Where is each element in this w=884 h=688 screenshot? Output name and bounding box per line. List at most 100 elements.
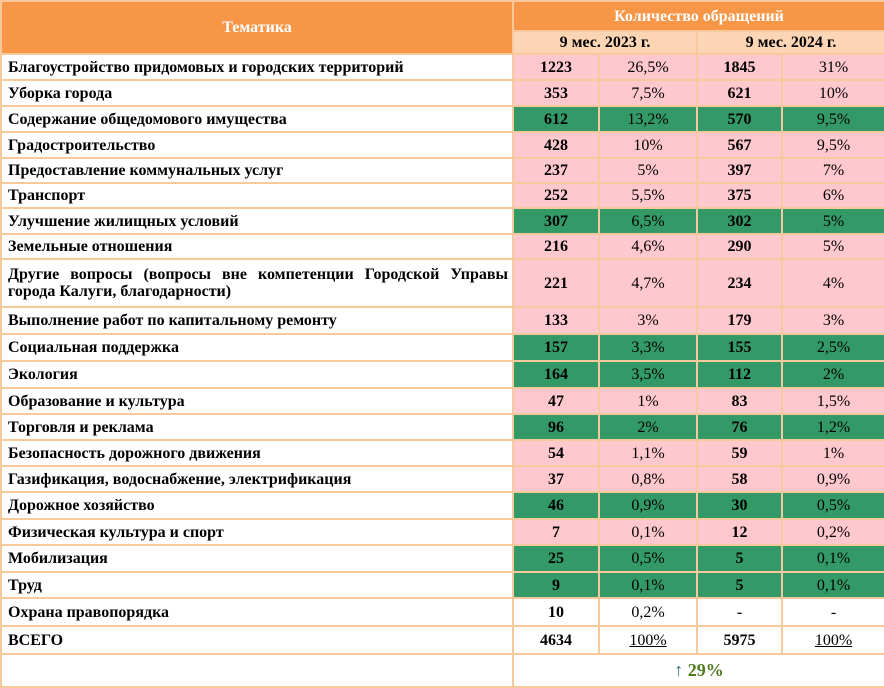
count-2024: 58 — [696, 465, 783, 493]
table-row: Транспорт 252 5,5% 375 6% — [0, 182, 884, 209]
total-2024: 5975 — [696, 625, 783, 655]
count-2023: 25 — [512, 544, 600, 573]
topic-cell: Дорожное хозяйство — [0, 491, 514, 520]
percent-2024: 7% — [780, 157, 884, 184]
table-row: Труд 9 0,1% 5 0,1% — [0, 571, 884, 599]
percent-2023: 1% — [598, 387, 698, 415]
percent-2023: 1,1% — [598, 439, 698, 467]
percent-2024: 10% — [780, 79, 884, 107]
count-2024: 5 — [696, 544, 783, 573]
table-row: Другие вопросы (вопросы вне компетенции … — [0, 258, 884, 308]
percent-2024: 3% — [780, 306, 884, 335]
count-2023: 9 — [512, 571, 600, 599]
percent-2024: 4% — [780, 258, 884, 308]
count-2023: 47 — [512, 387, 600, 415]
topic-cell: Транспорт — [0, 182, 514, 209]
count-2023: 237 — [512, 157, 600, 184]
count-2023: 428 — [512, 131, 600, 159]
header-period-2023: 9 мес. 2023 г. — [512, 30, 698, 55]
percent-2023: 3,5% — [598, 360, 698, 389]
percent-2023: 0,8% — [598, 465, 698, 493]
topic-cell: Образование и культура — [0, 387, 514, 415]
percent-2024: 5% — [780, 207, 884, 235]
topic-cell: Другие вопросы (вопросы вне компетенции … — [0, 258, 514, 308]
percent-2024: 1,5% — [780, 387, 884, 415]
percent-2024: 0,9% — [780, 465, 884, 493]
percent-2023: 13,2% — [598, 105, 698, 133]
percent-2024: 5% — [780, 233, 884, 260]
topic-cell: Градостроительство — [0, 131, 514, 159]
percent-2024: 2% — [780, 360, 884, 389]
count-2024: 59 — [696, 439, 783, 467]
count-2024: 621 — [696, 79, 783, 107]
count-2024: 375 — [696, 182, 783, 209]
percent-2023: 0,2% — [598, 597, 698, 627]
percent-2023: 7,5% — [598, 79, 698, 107]
table-row: Выполнение работ по капитальному ремонту… — [0, 306, 884, 335]
header-count: Количество обращений — [511, 0, 884, 32]
percent-2024: 0,5% — [780, 491, 884, 520]
count-2023: 54 — [512, 439, 600, 467]
count-2024: 83 — [696, 387, 783, 415]
table-row: Безопасность дорожного движения 54 1,1% 59 1… — [0, 439, 884, 467]
total-pct-2024: 100% — [814, 631, 853, 649]
table-row: Содержание общедомового имущества 612 13,2… — [0, 105, 884, 133]
arrow-up-icon: ↑ — [674, 660, 684, 680]
percent-2023: 10% — [598, 131, 698, 159]
count-2023: 1223 — [512, 53, 600, 81]
count-2023: 216 — [512, 233, 600, 260]
count-2023: 252 — [512, 182, 600, 209]
percent-2023: 0,1% — [598, 571, 698, 599]
count-2024: 30 — [696, 491, 783, 520]
count-2023: 353 — [512, 79, 600, 107]
table-row: Градостроительство 428 10% 567 9,5% — [0, 131, 884, 159]
topic-cell: Экология — [0, 360, 514, 389]
table-row: Газификация, водоснабжение, электрификац… — [0, 465, 884, 493]
percent-2023: 0,1% — [598, 518, 698, 546]
total-pct-2023: 100% — [629, 631, 667, 649]
total-label: ВСЕГО — [0, 625, 514, 655]
topic-cell: Земельные отношения — [0, 233, 514, 260]
table-row: Благоустройство придомовых и городских т… — [0, 53, 884, 81]
count-2023: 10 — [512, 597, 600, 627]
percent-2023: 5% — [598, 157, 698, 184]
percent-2024: 31% — [780, 53, 884, 81]
topic-cell: Благоустройство придомовых и городских т… — [0, 53, 514, 81]
percent-2024: 0,1% — [780, 571, 884, 599]
topic-cell: Охрана правопорядка — [0, 597, 514, 627]
count-2024: 567 — [696, 131, 783, 159]
table-row: Охрана правопорядка 10 0,2% - - — [0, 597, 884, 627]
growth-cell: ↑ 29% — [511, 653, 884, 688]
percent-2023: 26,5% — [598, 53, 698, 81]
table-row: Мобилизация 25 0,5% 5 0,1% — [0, 544, 884, 573]
topic-cell: Мобилизация — [0, 544, 514, 573]
count-2024: 1845 — [696, 53, 783, 81]
topic-cell: Социальная поддержка — [0, 333, 514, 362]
growth-value: 29% — [687, 660, 724, 680]
header-topic: Тематика — [0, 0, 514, 55]
total-2023: 4634 — [512, 625, 600, 655]
count-2024: 112 — [696, 360, 783, 389]
count-2023: 164 — [512, 360, 600, 389]
count-2023: 307 — [512, 207, 600, 235]
count-2024: 302 — [696, 207, 783, 235]
percent-2024: 1% — [780, 439, 884, 467]
table-row: Физическая культура и спорт 7 0,1% 12 0,2% — [0, 518, 884, 546]
percent-2023: 2% — [598, 413, 698, 441]
count-2024: 12 — [696, 518, 783, 546]
table-row: Земельные отношения 216 4,6% 290 5% — [0, 233, 884, 260]
table-row: Экология 164 3,5% 112 2% — [0, 360, 884, 389]
percent-2024: 1,2% — [780, 413, 884, 441]
percent-2024: 6% — [780, 182, 884, 209]
percent-2024: 2,5% — [780, 333, 884, 362]
count-2023: 37 — [512, 465, 600, 493]
count-2024: - — [696, 597, 783, 627]
percent-2023: 4,6% — [598, 233, 698, 260]
topic-cell: Содержание общедомового имущества — [0, 105, 514, 133]
percent-2024: 0,2% — [780, 518, 884, 546]
growth-row: ↑ 29% — [0, 653, 884, 688]
count-2024: 234 — [696, 258, 783, 308]
topic-cell: Труд — [0, 571, 514, 599]
table-row: Образование и культура 47 1% 83 1,5% — [0, 387, 884, 415]
